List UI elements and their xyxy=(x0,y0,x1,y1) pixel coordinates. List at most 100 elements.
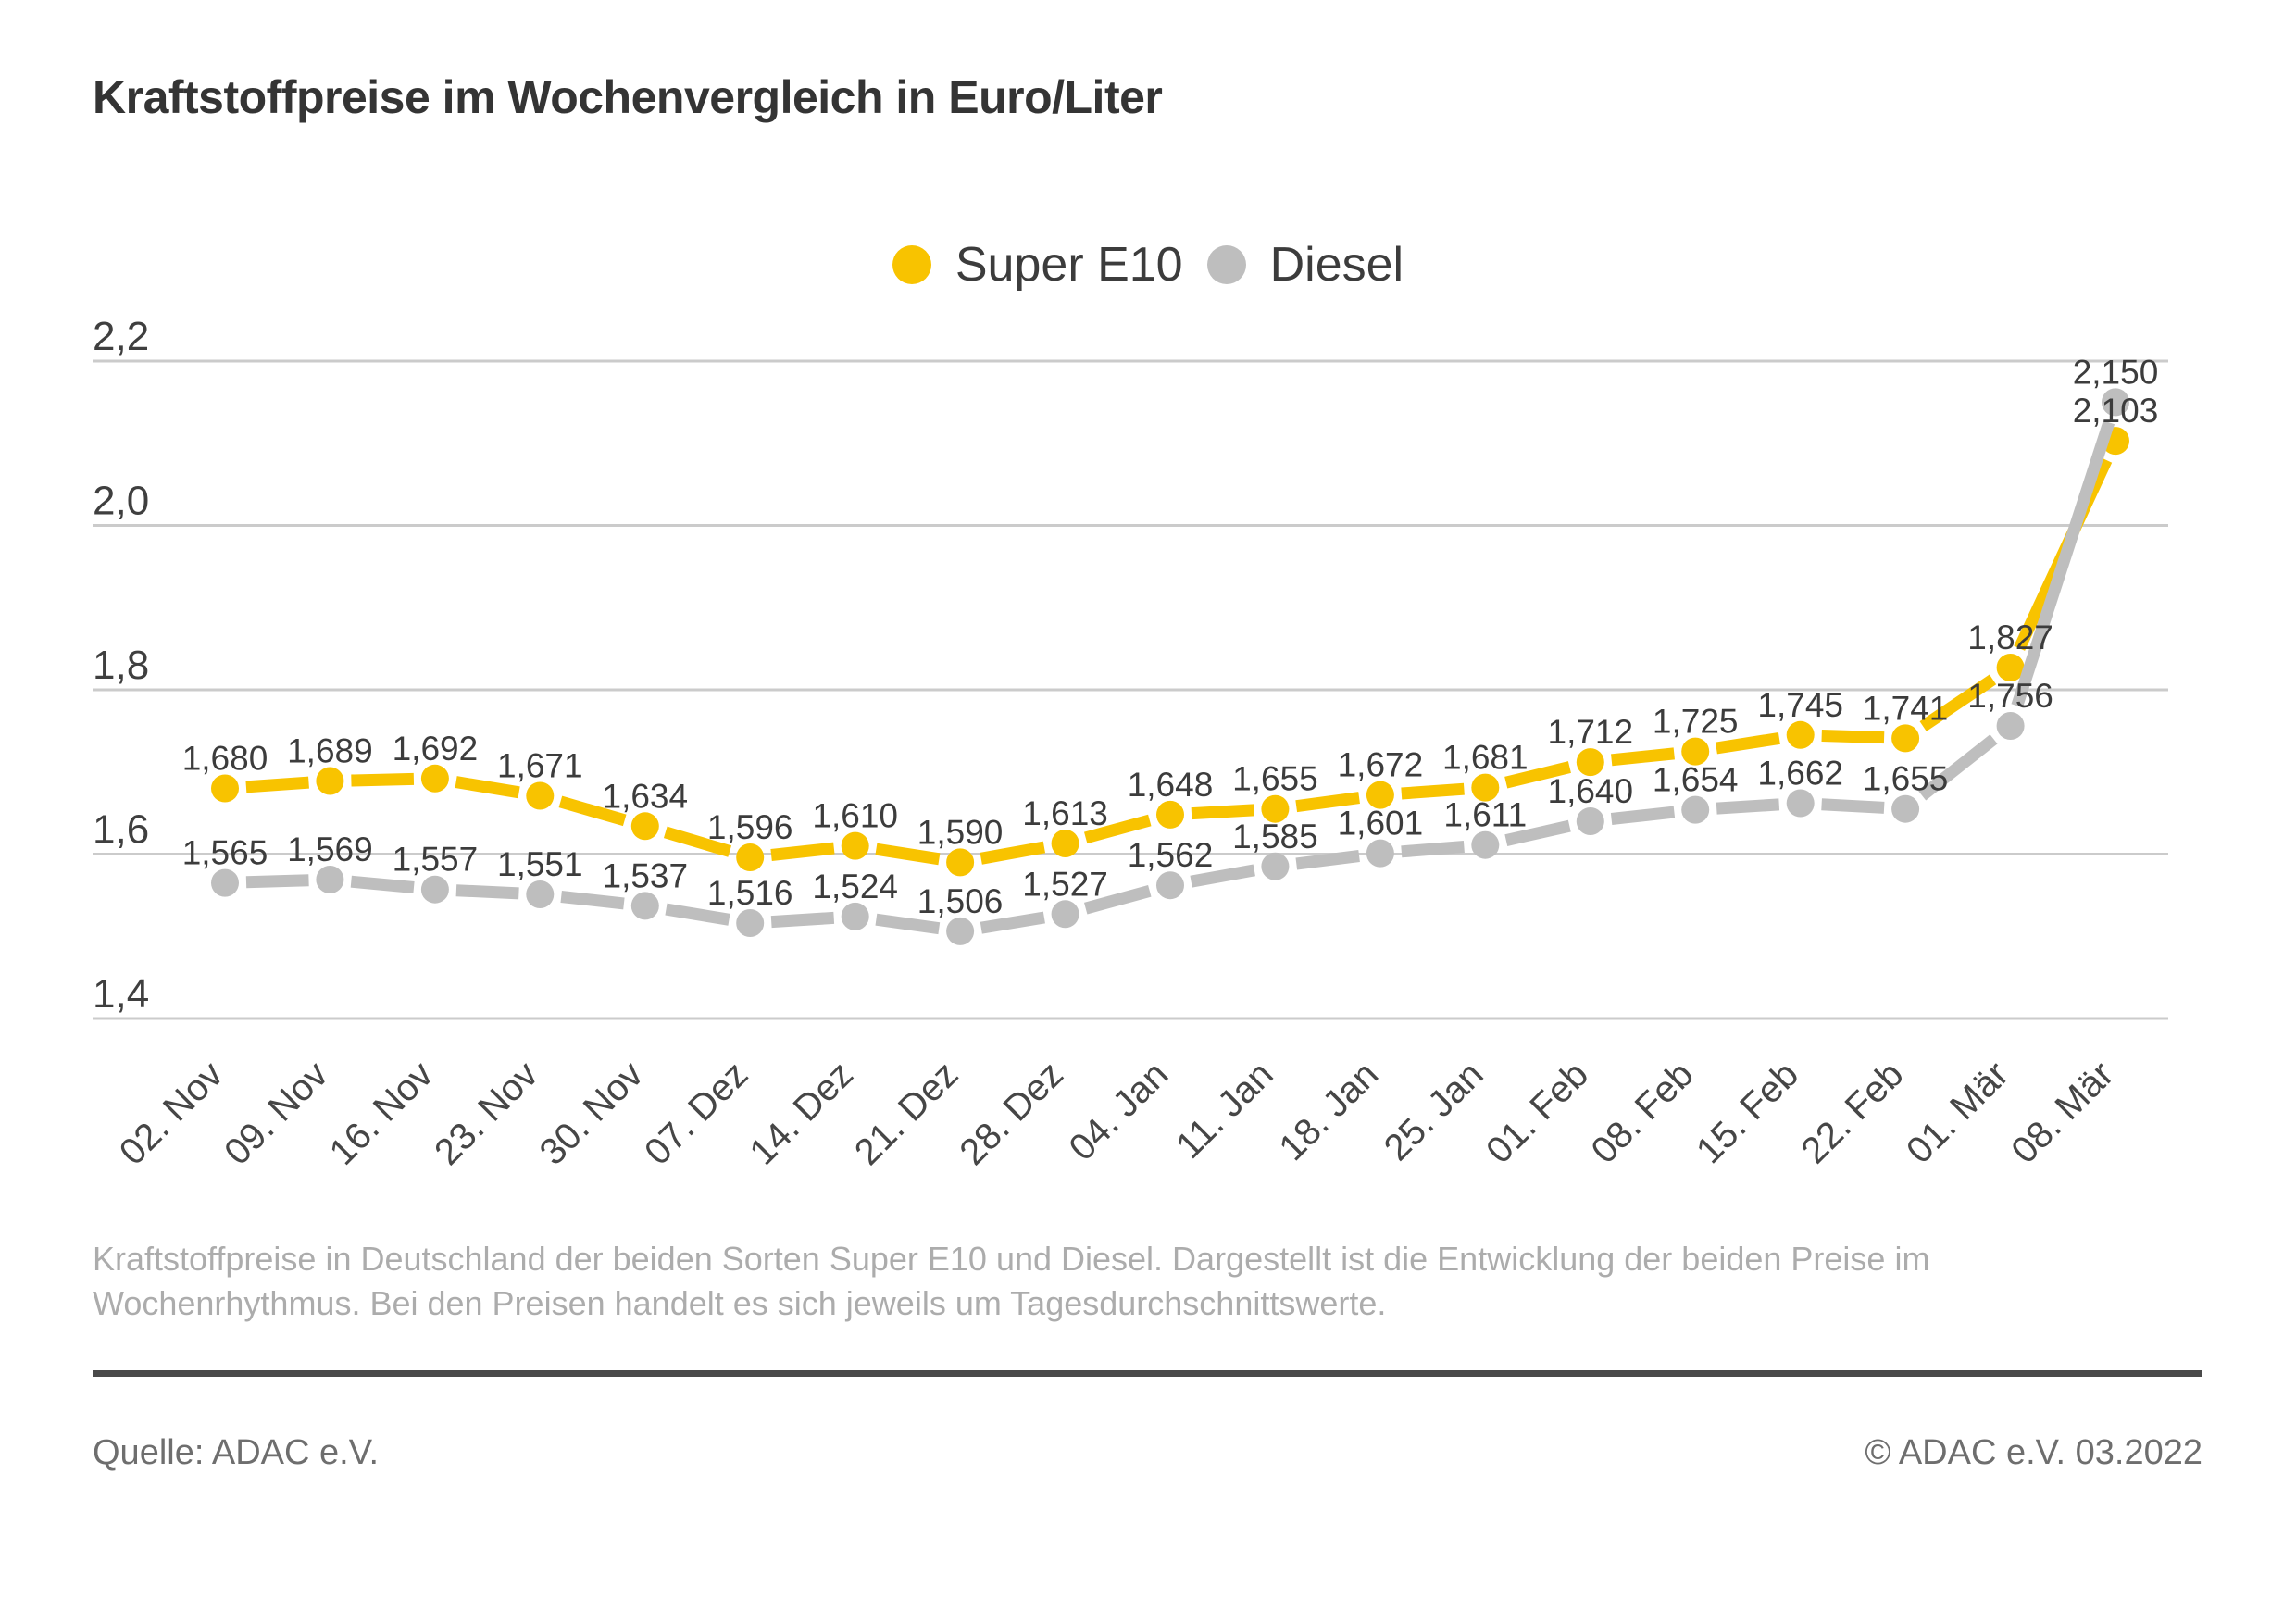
data-label-super-e10: 1,827 xyxy=(1967,618,2053,656)
data-label-super-e10: 1,610 xyxy=(812,797,898,835)
series-segment-super-e10 xyxy=(663,826,732,857)
data-point-diesel xyxy=(946,917,975,945)
x-axis-tick-label: 02. Nov xyxy=(112,1054,231,1173)
series-segment-super-e10 xyxy=(1401,782,1465,800)
legend-item-super-e10: Super E10 xyxy=(892,237,1183,293)
data-label-diesel: 1,756 xyxy=(1967,677,2053,715)
series-segment-diesel xyxy=(1083,885,1152,915)
data-point-super-e10 xyxy=(526,781,555,810)
series-segment-diesel xyxy=(245,874,309,889)
data-point-super-e10 xyxy=(841,831,869,860)
x-axis-tick-label: 04. Jan xyxy=(1061,1054,1176,1168)
series-segment-diesel xyxy=(350,875,415,893)
data-point-diesel xyxy=(736,909,765,937)
data-label-super-e10: 1,680 xyxy=(182,740,268,778)
data-label-diesel: 1,527 xyxy=(1022,865,1108,903)
data-label-super-e10: 1,672 xyxy=(1338,746,1424,784)
data-label-diesel: 1,640 xyxy=(1548,772,1634,810)
data-point-super-e10 xyxy=(1156,800,1184,829)
data-label-diesel: 1,562 xyxy=(1128,836,1214,874)
data-label-diesel: 1,506 xyxy=(917,882,1004,920)
data-point-diesel xyxy=(420,875,449,904)
data-label-diesel: 1,585 xyxy=(1232,818,1318,855)
data-point-super-e10 xyxy=(1891,724,1920,753)
series-segment-super-e10 xyxy=(245,776,309,793)
data-point-super-e10 xyxy=(1471,773,1500,802)
series-segment-diesel xyxy=(455,884,519,900)
series-segment-diesel xyxy=(1190,864,1255,888)
data-label-super-e10: 1,712 xyxy=(1548,713,1634,751)
data-point-diesel xyxy=(1471,830,1500,859)
x-axis-tick-label: 15. Feb xyxy=(1689,1054,1806,1171)
x-axis-tick-label: 01. Mär xyxy=(1899,1054,2016,1171)
data-label-diesel: 1,524 xyxy=(812,868,898,905)
series-segment-diesel xyxy=(1716,798,1780,815)
series-segment-diesel xyxy=(770,911,835,929)
x-axis-tick-label: 14. Dez xyxy=(742,1054,861,1173)
data-label-diesel: 1,557 xyxy=(393,841,479,879)
data-label-super-e10: 1,634 xyxy=(603,777,689,815)
data-label-diesel: 1,551 xyxy=(497,845,583,883)
data-label-super-e10: 1,613 xyxy=(1022,794,1108,832)
data-point-diesel xyxy=(1996,712,2025,740)
data-point-super-e10 xyxy=(1366,781,1394,809)
data-point-diesel xyxy=(630,892,659,920)
data-point-super-e10 xyxy=(1576,748,1604,777)
data-label-super-e10: 1,671 xyxy=(497,747,583,785)
x-axis-tick-label: 28. Dez xyxy=(952,1054,1071,1173)
x-axis-tick-label: 11. Jan xyxy=(1168,1054,1281,1167)
series-segment-diesel xyxy=(1821,798,1885,814)
data-label-diesel: 1,662 xyxy=(1757,755,1843,793)
series-segment-super-e10 xyxy=(875,843,941,866)
price-line-chart: 2,2 2,0 1,8 1,6 1,4 1,680 1,689 1,692 1,671 1,634… xyxy=(93,314,2168,1173)
legend-label: Super E10 xyxy=(955,238,1183,292)
data-point-super-e10 xyxy=(736,843,765,871)
series-segment-super-e10 xyxy=(1821,730,1885,744)
data-point-diesel xyxy=(2102,388,2129,417)
data-label-diesel: 1,569 xyxy=(287,830,373,868)
x-axis-tick-label: 30. Nov xyxy=(532,1054,652,1173)
data-point-diesel xyxy=(1366,839,1394,868)
data-point-diesel xyxy=(1891,794,1920,823)
data-label-diesel: 2,150 xyxy=(2073,353,2159,391)
series-segment-super-e10 xyxy=(1295,792,1360,813)
x-axis-tick-label: 25. Jan xyxy=(1377,1054,1491,1168)
series-segment-super-e10 xyxy=(1919,674,1997,731)
series-segment-super-e10 xyxy=(351,772,415,787)
data-point-super-e10 xyxy=(1681,737,1710,766)
series-segment-super-e10 xyxy=(980,841,1046,865)
series-segment-diesel xyxy=(1610,806,1676,825)
series-segment-diesel xyxy=(560,891,625,910)
data-label-diesel: 1,601 xyxy=(1338,805,1424,843)
series-segment-diesel xyxy=(1401,841,1465,858)
series-segment-diesel xyxy=(980,911,1045,934)
legend-dot-icon xyxy=(892,245,931,284)
series-segment-diesel xyxy=(1918,734,1998,801)
data-point-diesel xyxy=(1786,789,1815,818)
footer-divider xyxy=(93,1370,2202,1377)
legend-dot-icon xyxy=(1206,245,1246,284)
data-point-super-e10 xyxy=(211,774,239,803)
series-segment-diesel xyxy=(875,913,941,935)
y-axis-tick-label: 1,6 xyxy=(93,807,149,853)
data-label-super-e10: 1,745 xyxy=(1757,686,1843,724)
series-segment-super-e10 xyxy=(1083,814,1152,844)
x-axis-tick-label: 01. Feb xyxy=(1479,1054,1596,1171)
footer: Quelle: ADAC e.V. © ADAC e.V. 03.2022 xyxy=(93,1433,2202,1473)
data-label-super-e10: 1,681 xyxy=(1442,739,1529,777)
source-credit: Quelle: ADAC e.V. xyxy=(93,1433,380,1472)
data-point-diesel xyxy=(1261,852,1290,880)
data-point-super-e10 xyxy=(316,767,344,795)
series-segment-super-e10 xyxy=(1191,804,1254,820)
data-label-super-e10: 1,655 xyxy=(1232,760,1318,798)
data-label-diesel: 1,611 xyxy=(1443,796,1527,834)
x-axis-tick-label: 18. Jan xyxy=(1271,1054,1386,1168)
series-segment-super-e10 xyxy=(558,795,627,827)
data-point-diesel xyxy=(841,902,869,930)
data-point-super-e10 xyxy=(420,764,449,793)
data-point-diesel xyxy=(1576,807,1604,835)
x-axis-tick-label: 22. Feb xyxy=(1793,1054,1911,1171)
data-label-diesel: 1,516 xyxy=(707,874,793,912)
data-point-super-e10 xyxy=(946,848,975,877)
